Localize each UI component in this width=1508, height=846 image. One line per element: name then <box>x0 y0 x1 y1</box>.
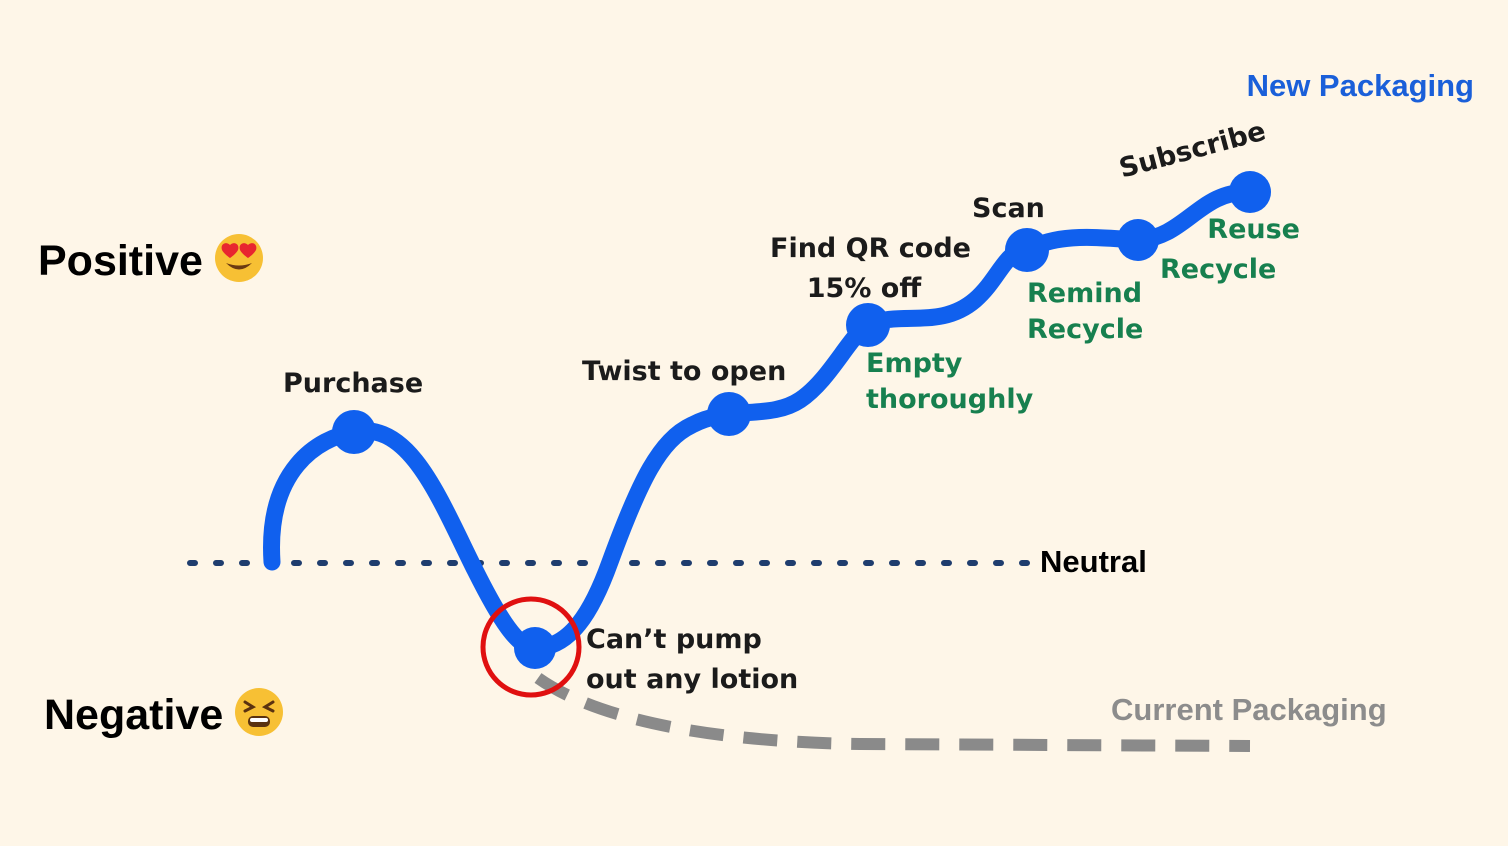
label-reuse-line-1: Reuse <box>1207 214 1300 245</box>
label-empty-thoroughly: Empty thoroughly <box>866 346 1033 418</box>
node-scan <box>1005 228 1049 272</box>
pain-point-highlight-circle <box>480 596 582 698</box>
label-pain-line-2: out any lotion <box>586 664 799 695</box>
node-subscribe <box>1229 171 1271 213</box>
label-remind-line-2: Recycle <box>1027 314 1144 345</box>
label-find-qr-code: Find QR code 15% off <box>770 229 971 309</box>
label-remind-recycle: Remind Recycle <box>1027 276 1143 348</box>
node-remind <box>1117 219 1159 261</box>
label-qr-line-2: 15% off <box>806 273 922 304</box>
negative-axis-label: Negative <box>44 686 285 749</box>
label-pain-point: Can’t pump out any lotion <box>586 620 798 700</box>
node-twist-to-open <box>707 392 751 436</box>
label-scan: Scan <box>972 193 1045 224</box>
label-empty-line-1: Empty <box>866 348 963 379</box>
label-reuse-recycle: Reuse Recycle <box>1160 210 1300 290</box>
node-purchase <box>332 410 376 454</box>
label-reuse-line-2: Recycle <box>1160 254 1277 285</box>
label-empty-line-2: thoroughly <box>866 384 1034 415</box>
tired-face-emoji-icon <box>233 686 285 749</box>
label-pain-line-1: Can’t pump <box>586 624 762 655</box>
positive-axis-label: Positive <box>38 232 265 295</box>
label-purchase: Purchase <box>283 368 424 399</box>
node-pain-point <box>514 627 556 669</box>
label-twist-to-open: Twist to open <box>582 356 787 387</box>
new-packaging-label: New Packaging <box>1246 68 1474 103</box>
node-find-qr-code <box>846 303 890 347</box>
current-packaging-curve <box>534 673 1251 752</box>
neutral-label: Neutral <box>1040 544 1147 579</box>
current-packaging-label: Current Packaging <box>1111 692 1387 727</box>
negative-label-text: Negative <box>44 690 224 739</box>
heart-eyes-emoji-icon <box>213 232 265 295</box>
label-qr-line-1: Find QR code <box>770 233 971 264</box>
positive-label-text: Positive <box>38 236 203 285</box>
label-remind-line-1: Remind <box>1027 278 1143 309</box>
